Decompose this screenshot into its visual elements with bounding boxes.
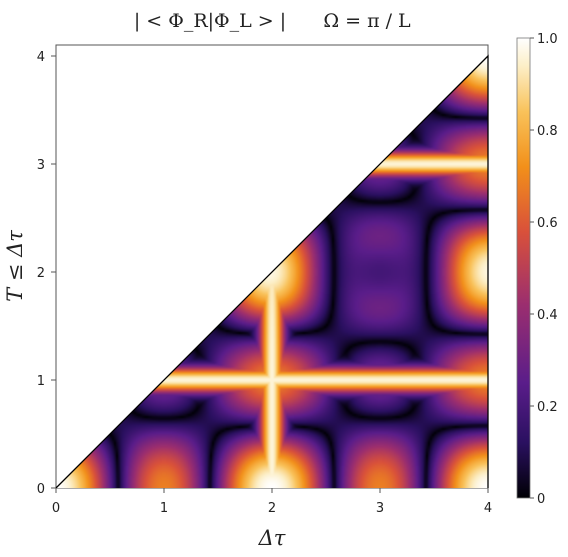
y-axis-label: T ≤ Δτ: [3, 230, 27, 302]
colorbar-tick-label: 0.6: [537, 216, 558, 231]
y-tick-label: 1: [37, 374, 45, 389]
colorbar-tick-label: 0.2: [537, 400, 558, 415]
colorbar-tick-label: 0.4: [537, 308, 558, 323]
y-tick-label: 0: [37, 482, 45, 497]
x-axis-ticks: 0 1 2 3 4: [52, 488, 492, 516]
y-axis-ticks: 0 1 2 3 4: [37, 50, 56, 497]
y-tick-label: 4: [37, 50, 45, 65]
colorbar-tick-label: 1.0: [537, 32, 558, 47]
x-tick-label: 2: [268, 501, 276, 516]
y-tick-label: 3: [37, 158, 45, 173]
x-tick-label: 3: [376, 501, 384, 516]
x-tick-label: 1: [160, 501, 168, 516]
colorbar-tick-label: 0.8: [537, 124, 558, 139]
chart-title-right: Ω = π / L: [323, 10, 411, 32]
x-tick-label: 4: [484, 501, 492, 516]
colorbar-ticks: 0 0.2 0.4 0.6 0.8 1.0: [530, 32, 558, 507]
colorbar: [516, 37, 531, 499]
x-axis-label: Δτ: [258, 526, 286, 550]
colorbar-tick-label: 0: [537, 492, 545, 507]
chart-title-left: | < Φ_R|Φ_L > |: [134, 10, 286, 32]
region-boundary: [55, 54, 489, 489]
x-tick-label: 0: [52, 501, 60, 516]
y-tick-label: 2: [37, 266, 45, 281]
